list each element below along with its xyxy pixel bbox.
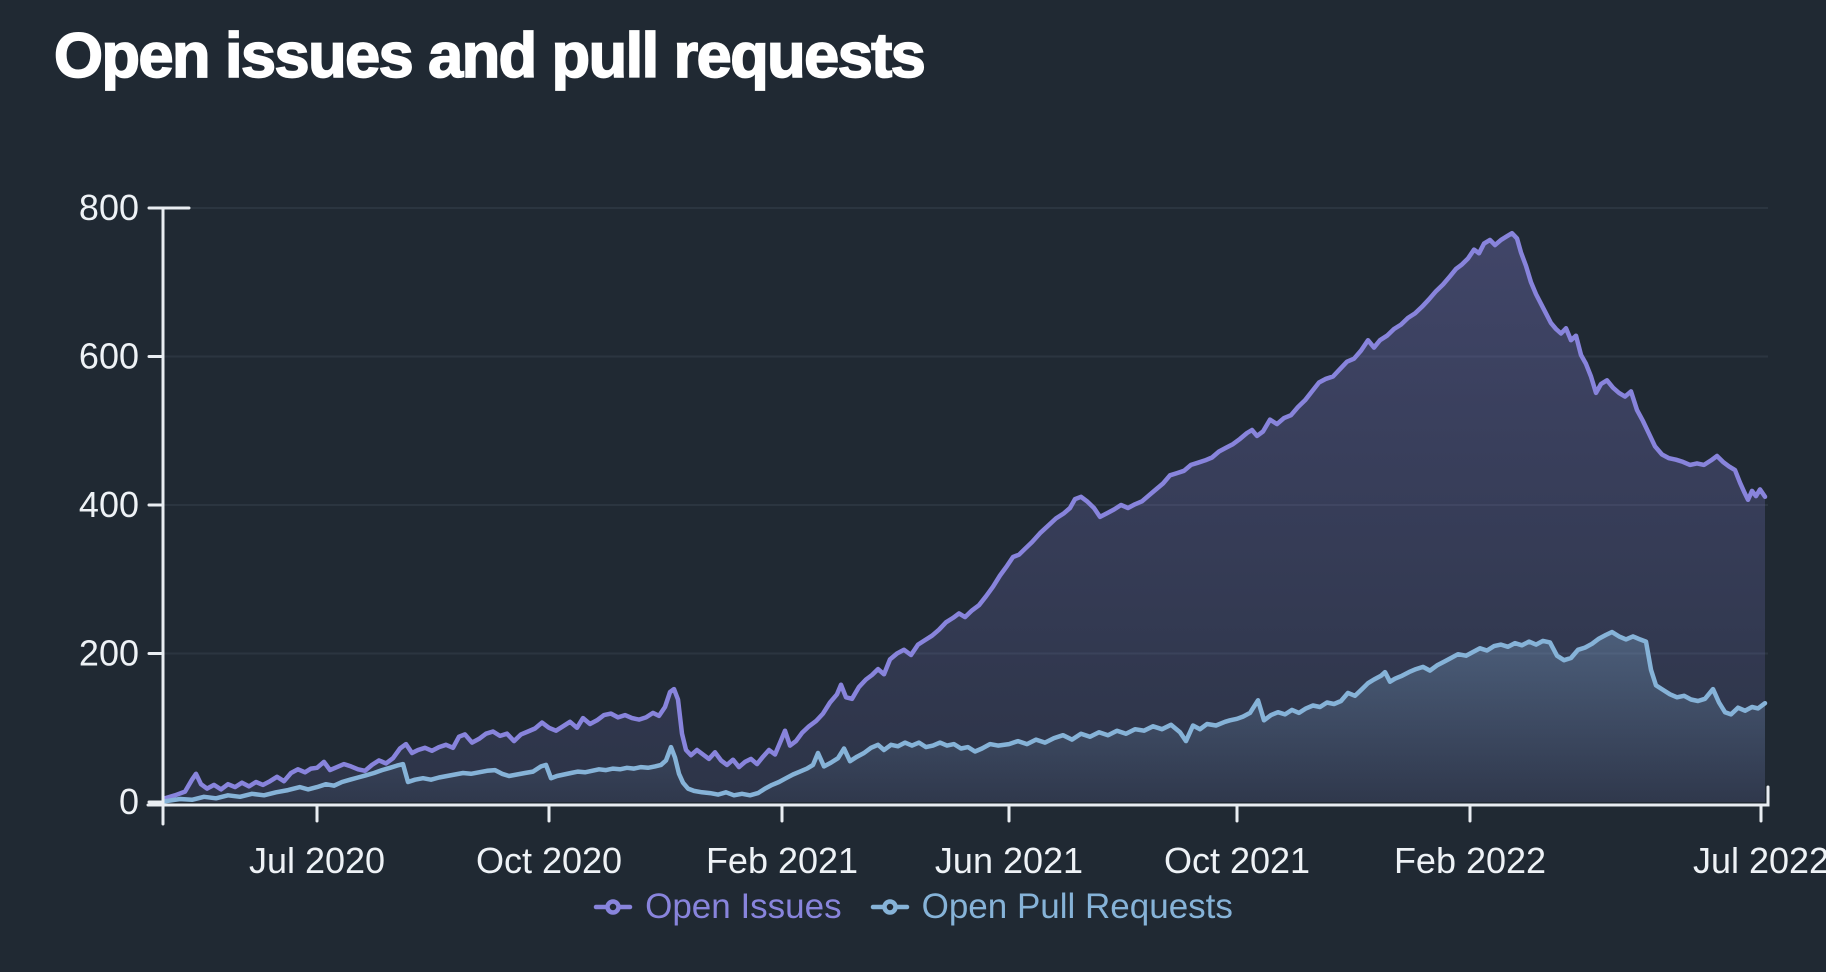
y-axis-label: 200	[79, 633, 139, 674]
legend-label-open-issues: Open Issues	[645, 887, 842, 926]
x-axis-label: Feb 2022	[1394, 840, 1546, 881]
y-axis-label: 400	[79, 484, 139, 525]
open-pull-requests-area	[165, 632, 1765, 802]
chart-title: Open issues and pull requests	[53, 20, 926, 92]
x-axis-label: Jun 2021	[935, 840, 1083, 881]
open-issues-line[interactable]	[162, 230, 1768, 801]
legend-label-open-pull-requests: Open Pull Requests	[921, 887, 1233, 926]
y-axis-label: 600	[79, 336, 139, 377]
x-axis-label: Feb 2021	[706, 840, 858, 881]
legend-item-open-issues[interactable]: Open Issues	[593, 887, 842, 927]
open-issues-area	[165, 233, 1765, 802]
x-axis-label: Jul 2020	[249, 840, 385, 881]
x-axis-label: Jul 2022	[1693, 840, 1826, 881]
legend-item-open-pull-requests[interactable]: Open Pull Requests	[870, 887, 1233, 927]
x-axis-line	[146, 785, 1770, 807]
x-axis-label: Oct 2020	[476, 840, 622, 881]
y-axis-line	[161, 206, 191, 826]
open-pull-requests-line[interactable]	[162, 629, 1768, 804]
y-axis-label: 0	[119, 781, 139, 822]
y-axis-label: 800	[79, 187, 139, 228]
legend-marker-open-pull-requests-icon	[870, 899, 909, 915]
x-axis-label: Oct 2021	[1164, 840, 1310, 881]
legend-marker-open-issues-icon	[593, 899, 633, 915]
chart-legend: Open Issues Open Pull Requests	[0, 887, 1826, 927]
